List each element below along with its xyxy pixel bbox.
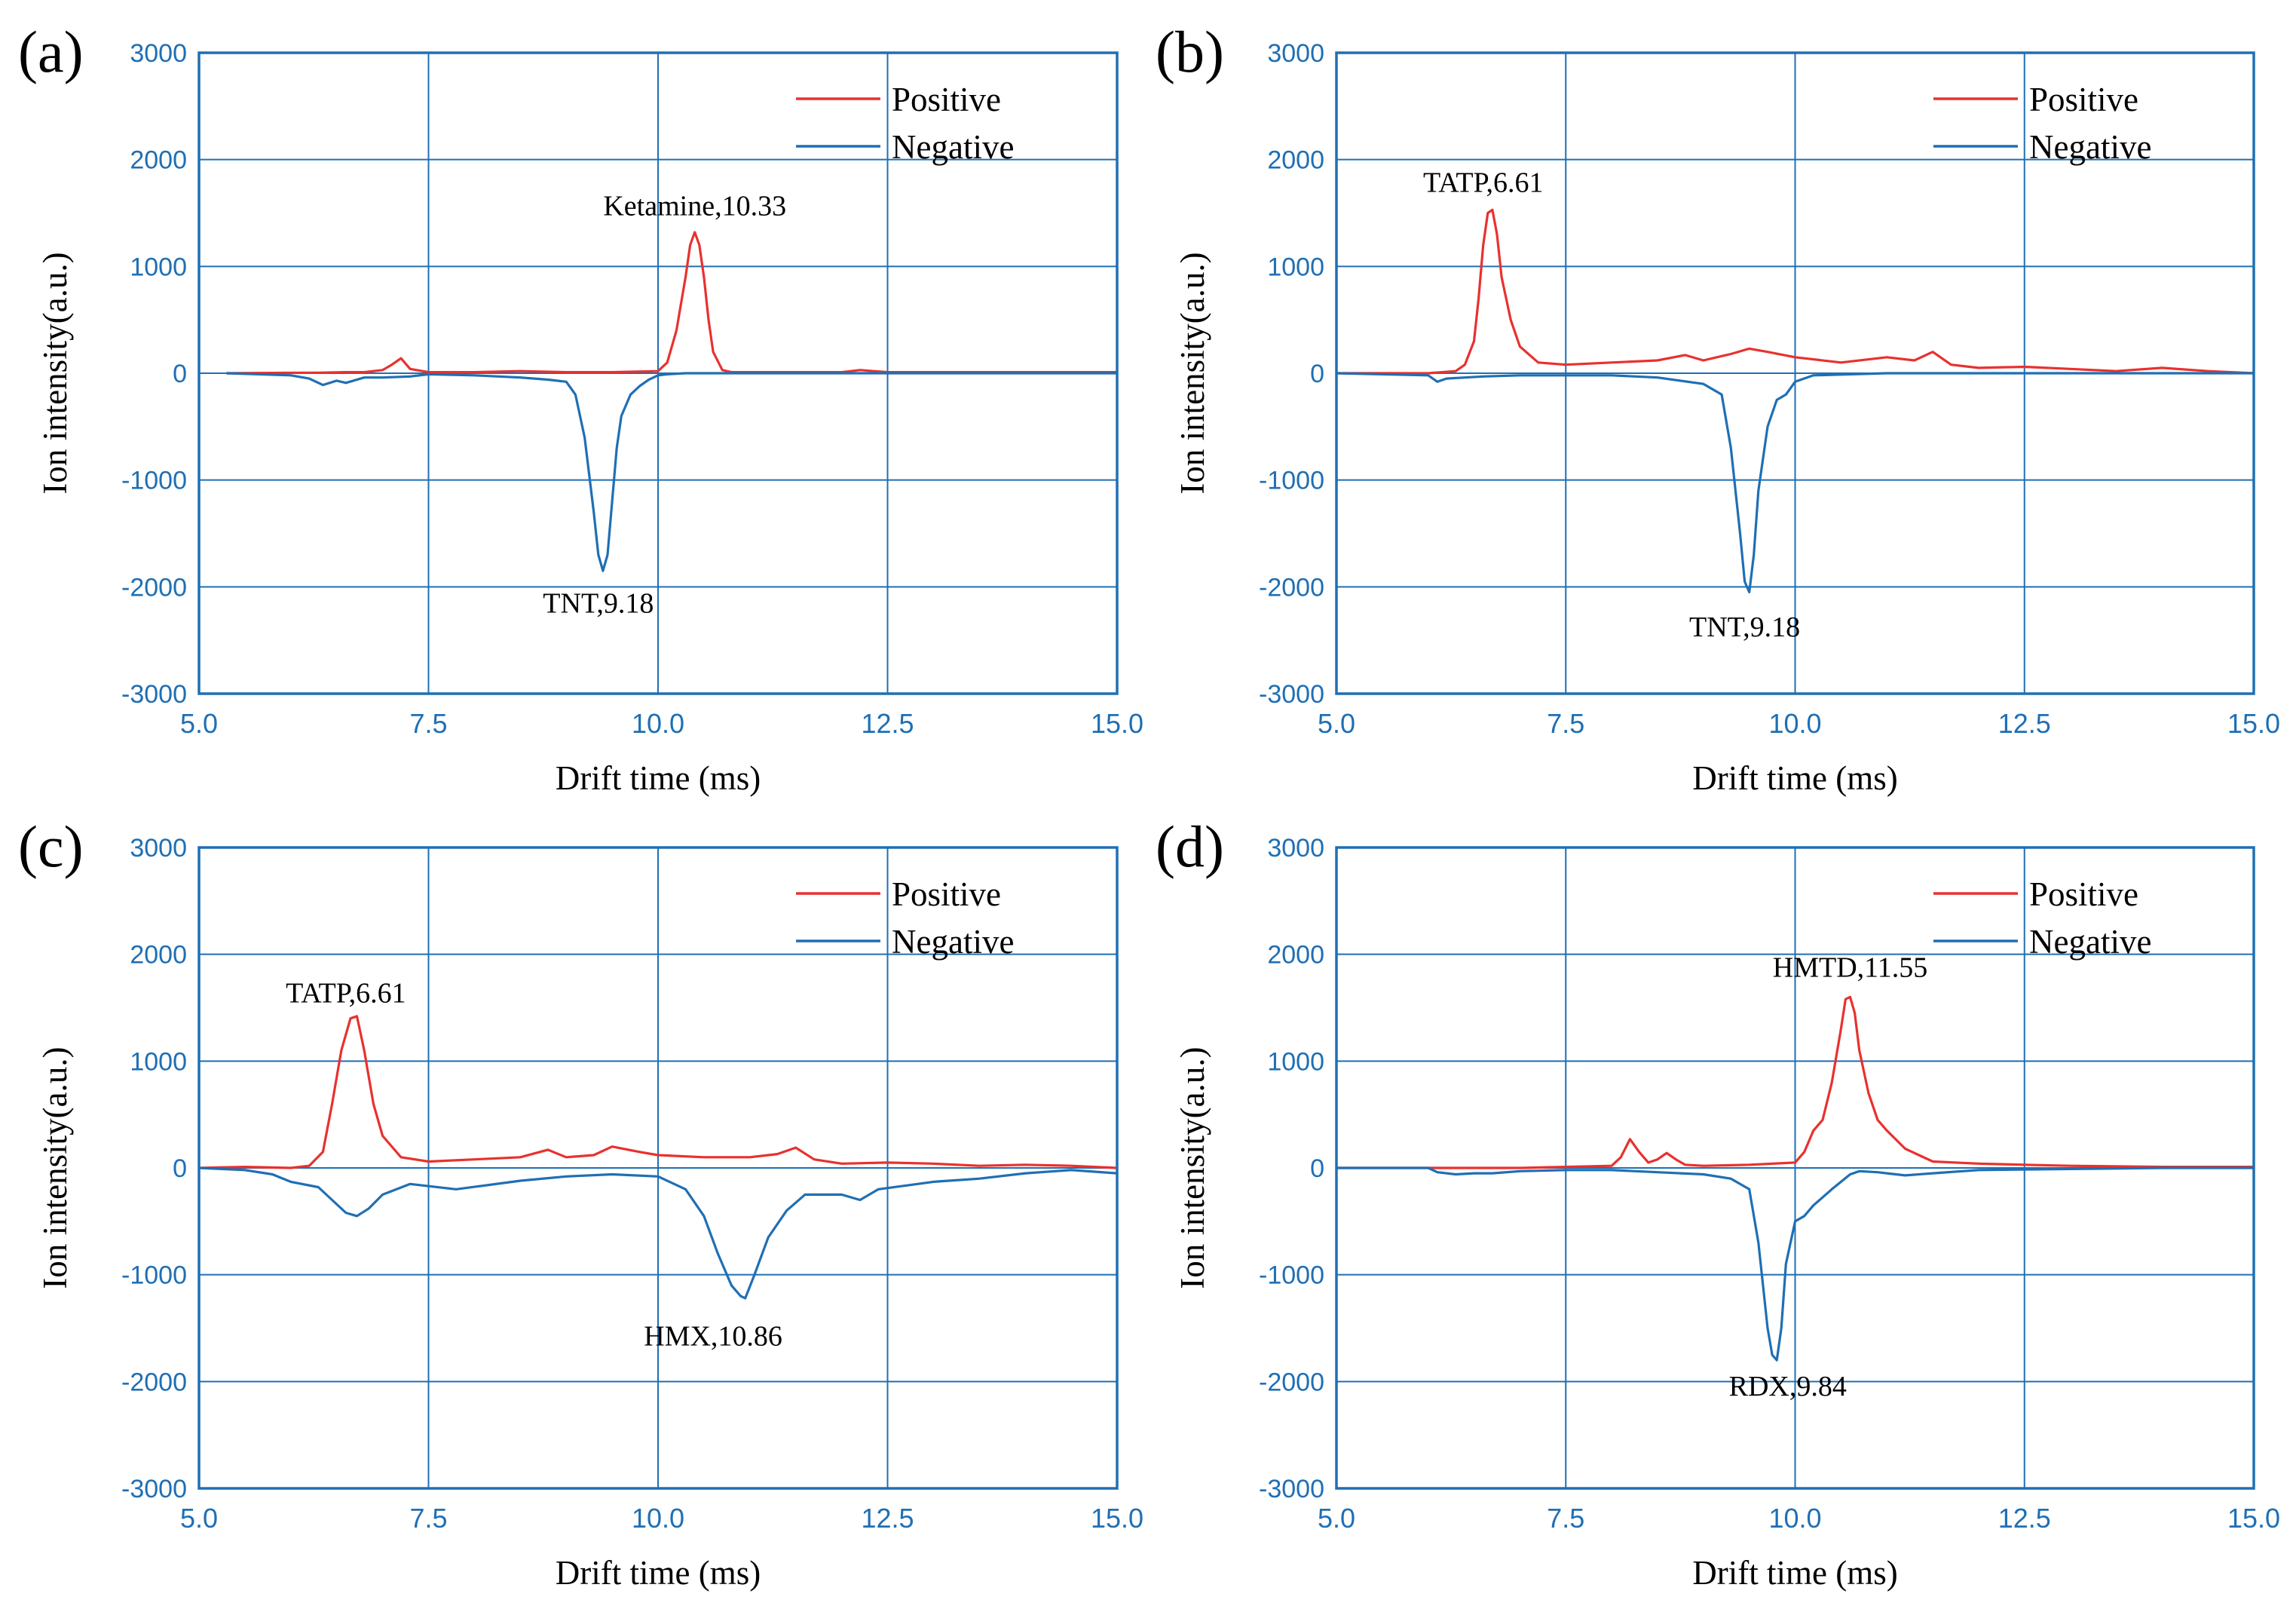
x-tick-label: 12.5 [861,1503,914,1534]
y-tick-label: 3000 [130,39,187,68]
peak-annotation: TATP,6.61 [1423,167,1544,198]
x-tick-label: 12.5 [1998,1503,2051,1534]
series-line-positive [226,231,1117,375]
peak-annotation: HMTD,11.55 [1773,952,1927,984]
y-tick-label: -1000 [121,1261,187,1290]
x-tick-label: 15.0 [2227,708,2280,739]
x-tick-label: 5.0 [180,708,218,739]
y-tick-label: 2000 [1267,146,1324,175]
legend-label-positive: Positive [892,81,1001,118]
panel-label: (a) [18,19,84,84]
panel-label: (b) [1156,19,1224,84]
x-tick-label: 15.0 [1091,1503,1143,1534]
x-axis-label: Drift time (ms) [556,759,761,797]
y-tick-label: 2000 [1267,941,1324,970]
legend-label-negative: Negative [892,128,1014,166]
y-tick-label: 0 [173,360,187,388]
y-tick-label: -1000 [121,467,187,495]
y-tick-label: -2000 [121,573,187,602]
x-tick-label: 10.0 [632,708,684,739]
y-tick-label: -3000 [121,1475,187,1503]
y-tick-label: 0 [173,1154,187,1183]
legend-label-positive: Positive [2029,81,2138,118]
y-axis-label: Ion intensity(a.u.) [36,252,74,494]
y-tick-label: -1000 [1259,467,1324,495]
x-tick-label: 12.5 [1998,708,2051,739]
peak-annotation: HMX,10.86 [644,1320,782,1352]
series-line-positive [1336,208,2255,375]
y-tick-label: 1000 [130,1047,187,1076]
legend-label-negative: Negative [2029,923,2151,961]
x-axis-label: Drift time (ms) [1692,759,1897,797]
x-tick-label: 5.0 [1318,1503,1355,1534]
peak-annotation: TATP,6.61 [286,978,406,1010]
y-tick-label: 2000 [130,941,187,970]
series-line-negative [198,1166,1118,1300]
x-axis-label: Drift time (ms) [1692,1554,1897,1592]
x-tick-label: 10.0 [1768,1503,1821,1534]
y-tick-label: 3000 [130,834,187,863]
x-tick-label: 7.5 [409,708,447,739]
y-tick-label: 0 [1310,1154,1324,1183]
legend-label-negative: Negative [892,923,1014,961]
y-tick-label: -2000 [121,1368,187,1396]
panel-label: (d) [1156,814,1224,879]
series-line-negative [1336,372,2254,593]
x-tick-label: 5.0 [1318,708,1355,739]
y-tick-label: 1000 [130,253,187,281]
y-axis-label: Ion intensity(a.u.) [1174,1047,1211,1289]
plot-frame [197,846,1119,1490]
legend-label-positive: Positive [2029,875,2138,913]
series-line-negative [1336,1166,2254,1362]
x-tick-label: 7.5 [409,1503,447,1534]
legend-label-positive: Positive [892,875,1001,913]
x-tick-label: 5.0 [180,1503,218,1534]
peak-annotation: TNT,9.18 [1689,611,1800,643]
series-line-negative [226,372,1117,572]
series-line-positive [198,1015,1118,1169]
y-tick-label: 3000 [1267,39,1324,68]
x-tick-label: 7.5 [1547,1503,1584,1534]
y-tick-label: -2000 [1259,573,1324,602]
x-tick-label: 7.5 [1547,708,1584,739]
y-tick-label: 3000 [1267,834,1324,863]
y-tick-label: 1000 [1267,253,1324,281]
peak-annotation: RDX,9.84 [1729,1371,1847,1402]
plot-frame [1335,846,2255,1490]
peak-annotation: TNT,9.18 [543,588,654,620]
y-axis-label: Ion intensity(a.u.) [1174,252,1211,494]
y-tick-label: -1000 [1259,1261,1324,1290]
y-tick-label: 1000 [1267,1047,1324,1076]
peak-annotation: Ketamine,10.33 [603,191,786,222]
x-tick-label: 15.0 [2227,1503,2280,1534]
legend-label-negative: Negative [2029,128,2151,166]
plot-frame [1335,51,2255,695]
series-line-positive [1336,995,2254,1169]
x-tick-label: 12.5 [861,708,914,739]
x-tick-label: 10.0 [632,1503,684,1534]
y-tick-label: 2000 [130,146,187,175]
y-tick-label: -2000 [1259,1368,1324,1396]
y-tick-label: -3000 [1259,680,1324,709]
x-axis-label: Drift time (ms) [556,1554,761,1592]
y-tick-label: 0 [1310,360,1324,388]
y-tick-label: -3000 [121,680,187,709]
x-tick-label: 15.0 [1091,708,1143,739]
y-tick-label: -3000 [1259,1475,1324,1503]
panel-label: (c) [18,814,84,879]
y-axis-label: Ion intensity(a.u.) [36,1047,74,1289]
plot-frame [197,51,1119,695]
x-tick-label: 10.0 [1768,708,1821,739]
